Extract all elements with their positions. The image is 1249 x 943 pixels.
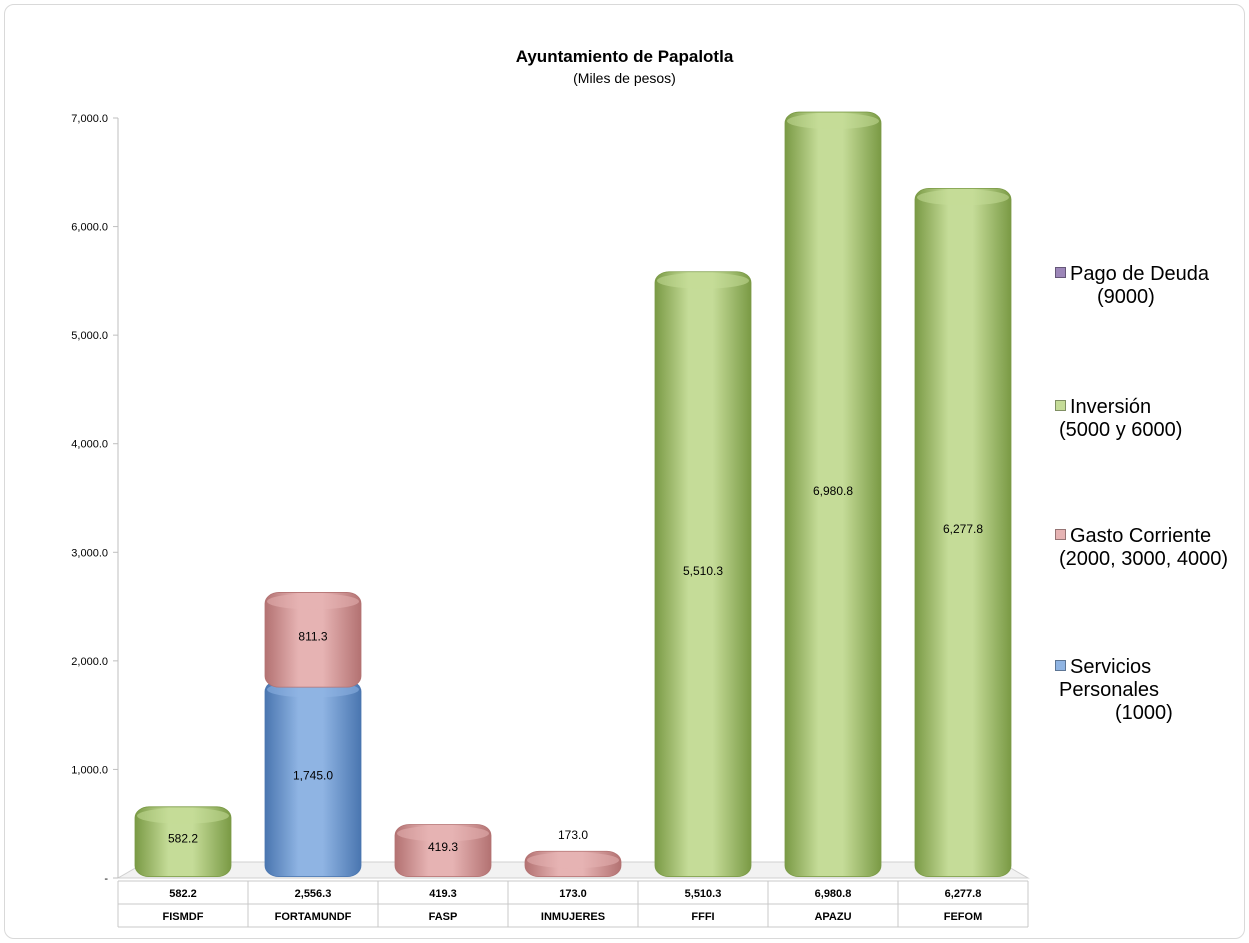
data-label: 6,277.8 bbox=[943, 522, 983, 536]
total-value: 5,510.3 bbox=[685, 888, 722, 900]
legend-item: Inversión (5000 y 6000) bbox=[1055, 396, 1245, 442]
data-label: 6,980.8 bbox=[813, 484, 853, 498]
chart-subtitle: (Miles de pesos) bbox=[573, 70, 676, 86]
total-value: 2,556.3 bbox=[295, 888, 332, 900]
x-category-label: FFFI bbox=[691, 911, 714, 923]
legend-label: Pago de Deuda bbox=[1070, 263, 1210, 285]
y-tick-label: 6,000.0 bbox=[71, 222, 108, 234]
x-category-label: FASP bbox=[429, 911, 458, 923]
data-label: 582.2 bbox=[168, 831, 198, 845]
x-category-label: FISMDF bbox=[163, 911, 204, 923]
legend-swatch bbox=[1055, 400, 1066, 411]
y-tick-label: 4,000.0 bbox=[71, 439, 108, 451]
y-tick-label: - bbox=[104, 873, 108, 885]
y-tick-label: 7,000.0 bbox=[71, 113, 108, 125]
legend-label: (9000) bbox=[1097, 286, 1155, 308]
y-tick-label: 3,000.0 bbox=[71, 547, 108, 559]
bar-segment bbox=[134, 806, 232, 878]
legend-label: Gasto Corriente bbox=[1070, 525, 1212, 547]
data-label: 5,510.3 bbox=[683, 564, 723, 578]
legend-label: Inversión bbox=[1070, 396, 1152, 418]
legend-label: Personales bbox=[1059, 679, 1160, 701]
bar-segment bbox=[784, 111, 882, 878]
legend-label: Servicios bbox=[1070, 656, 1152, 678]
x-category-label: FEFOM bbox=[944, 911, 983, 923]
legend-label: (5000 y 6000) bbox=[1059, 419, 1183, 441]
chart-title: Ayuntamiento de Papalotla bbox=[515, 47, 734, 66]
legend-item: Gasto Corriente (2000, 3000, 4000) bbox=[1055, 525, 1245, 571]
legend-item: Pago de Deuda (9000) bbox=[1055, 263, 1245, 309]
y-tick-label: 1,000.0 bbox=[71, 764, 108, 776]
total-value: 6,277.8 bbox=[945, 888, 982, 900]
legend-swatch bbox=[1055, 267, 1066, 278]
chart-frame bbox=[4, 4, 1245, 939]
x-category-label: INMUJERES bbox=[541, 911, 605, 923]
data-label: 811.3 bbox=[298, 630, 327, 644]
y-tick-label: 5,000.0 bbox=[71, 330, 108, 342]
x-category-label: APAZU bbox=[814, 911, 851, 923]
bar-segment bbox=[524, 850, 622, 878]
bar-segment bbox=[264, 592, 362, 688]
legend-label: (2000, 3000, 4000) bbox=[1059, 548, 1229, 570]
legend-swatch bbox=[1055, 529, 1066, 540]
bar-segment bbox=[394, 824, 492, 878]
bar-segment bbox=[654, 271, 752, 878]
total-value: 582.2 bbox=[169, 888, 197, 900]
x-category-label: FORTAMUNDF bbox=[275, 911, 352, 923]
y-tick-label: 2,000.0 bbox=[71, 656, 108, 668]
data-label: 173.0 bbox=[558, 828, 588, 842]
legend-swatch bbox=[1055, 660, 1066, 671]
data-label: 419.3 bbox=[428, 840, 458, 854]
bar-segment bbox=[914, 188, 1012, 877]
total-value: 419.3 bbox=[429, 888, 457, 900]
total-value: 6,980.8 bbox=[815, 888, 852, 900]
data-label: 1,745.0 bbox=[293, 768, 333, 782]
legend-label: (1000) bbox=[1115, 702, 1173, 724]
legend-item: Servicios Personales (1000) bbox=[1055, 656, 1245, 725]
total-value: 173.0 bbox=[559, 888, 587, 900]
